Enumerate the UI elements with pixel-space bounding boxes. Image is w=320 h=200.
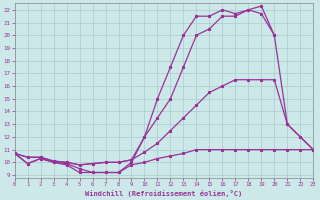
X-axis label: Windchill (Refroidissement éolien,°C): Windchill (Refroidissement éolien,°C) — [85, 190, 243, 197]
